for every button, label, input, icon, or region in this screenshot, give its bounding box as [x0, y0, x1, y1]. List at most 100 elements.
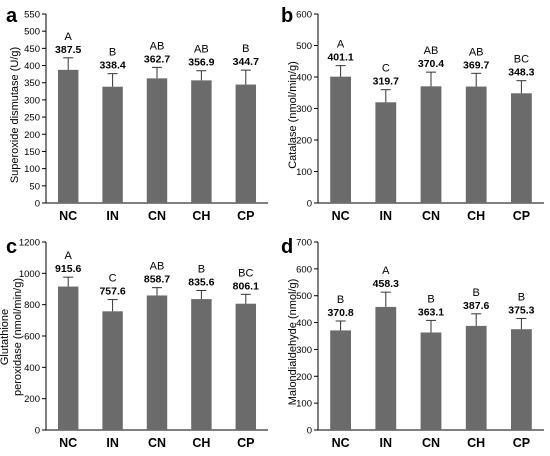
bar-a-CP — [235, 84, 257, 203]
significance-label-d-CP: B — [518, 291, 525, 303]
x-tick-label-a-CH: CH — [192, 209, 210, 223]
x-tick-label-d-IN: IN — [380, 436, 393, 450]
plot-area-c: 0 200 400 600 800 1000 1200 915.6A NC 757.6C IN 858… — [19, 238, 268, 450]
x-tick-label-c-CN: CN — [148, 436, 166, 450]
x-tick-label-a-NC: NC — [59, 209, 77, 223]
significance-label-b-CP: BC — [514, 54, 529, 66]
x-tick-label-c-NC: NC — [59, 436, 77, 450]
y-tick-label-b-1: 100 — [296, 167, 312, 178]
y-tick-label-a-0: 0 — [35, 199, 40, 210]
value-label-b-IN: 319.7 — [373, 76, 399, 88]
significance-label-c-NC: A — [65, 250, 73, 262]
plot-area-a: 0 50 100 150 200 250 300 350 400 450 500 550 387.5A N… — [24, 10, 268, 223]
bar-c-CH — [191, 299, 212, 430]
y-tick-label-c-6: 1200 — [19, 238, 40, 249]
x-tick-label-b-NC: NC — [332, 209, 350, 223]
significance-label-d-CN: B — [427, 293, 434, 305]
bar-a-CN — [146, 78, 168, 203]
y-axis-label-c-line1: Glutathione — [0, 309, 11, 365]
significance-label-b-NC: A — [337, 39, 345, 51]
value-label-d-CP: 375.3 — [508, 304, 534, 316]
value-label-b-CN: 370.4 — [418, 58, 444, 70]
y-tick-label-a-10: 500 — [24, 27, 40, 38]
y-axis-label-a: Superoxide dismutase (U/g) — [9, 47, 21, 183]
significance-label-a-NC: A — [65, 31, 73, 43]
y-tick-label-d-4: 400 — [296, 318, 312, 329]
y-tick-label-a-11: 550 — [24, 10, 40, 21]
significance-label-b-IN: C — [382, 63, 390, 75]
value-label-c-CN: 858.7 — [144, 274, 170, 286]
y-tick-label-d-5: 500 — [296, 291, 312, 302]
x-tick-label-d-CN: CN — [422, 436, 440, 450]
bar-b-NC — [330, 76, 351, 203]
bar-d-CH — [465, 325, 487, 430]
significance-label-c-CH: B — [198, 263, 205, 275]
significance-label-b-CH: AB — [469, 46, 484, 58]
bar-a-NC — [57, 69, 79, 203]
y-tick-label-c-3: 600 — [24, 332, 40, 343]
significance-label-c-CN: AB — [150, 261, 165, 273]
value-label-a-NC: 387.5 — [55, 44, 81, 56]
value-label-d-NC: 370.8 — [327, 307, 353, 319]
value-label-d-CN: 363.1 — [418, 306, 444, 318]
x-tick-label-c-CP: CP — [237, 436, 254, 450]
panel-d: d Malondialdehyde (nmol/g) 0 100 200 300 400… — [281, 236, 544, 450]
bar-c-NC — [57, 286, 79, 430]
bar-b-CN — [420, 86, 442, 203]
y-tick-label-d-3: 300 — [296, 345, 312, 356]
panel-a: a Superoxide dismutase (U/g) 0 50 100 150 20… — [6, 5, 268, 223]
y-tick-label-a-3: 150 — [24, 147, 40, 158]
x-tick-label-a-CN: CN — [148, 209, 166, 223]
value-label-a-IN: 338.4 — [99, 60, 125, 72]
y-tick-label-a-8: 400 — [24, 61, 40, 72]
x-tick-label-d-CP: CP — [513, 436, 530, 450]
panel-letter-d: d — [281, 236, 293, 258]
value-label-a-CH: 356.9 — [188, 57, 214, 69]
y-tick-label-b-5: 500 — [296, 41, 312, 52]
y-tick-label-a-7: 350 — [24, 78, 40, 89]
x-tick-label-b-CP: CP — [513, 209, 530, 223]
bar-d-CN — [420, 332, 442, 430]
significance-label-a-IN: B — [109, 47, 116, 59]
significance-label-d-IN: A — [382, 265, 390, 277]
y-tick-label-b-6: 600 — [296, 10, 312, 21]
value-label-a-CN: 362.7 — [144, 53, 170, 65]
value-label-d-CH: 387.6 — [463, 300, 489, 312]
value-label-c-CP: 806.1 — [233, 280, 259, 292]
y-tick-label-a-4: 200 — [24, 130, 40, 141]
y-tick-label-b-3: 300 — [296, 104, 312, 115]
significance-label-c-IN: C — [109, 273, 117, 285]
bar-c-IN — [102, 311, 123, 430]
y-tick-label-c-0: 0 — [35, 426, 40, 437]
y-tick-label-a-2: 100 — [24, 164, 40, 175]
value-label-a-CP: 344.7 — [233, 56, 259, 68]
y-tick-label-c-4: 800 — [24, 300, 40, 311]
significance-label-d-NC: B — [337, 294, 344, 306]
y-axis-label-b: Catalase (nmol/min/g) — [287, 61, 299, 169]
y-tick-label-a-6: 300 — [24, 95, 40, 106]
y-tick-label-b-4: 400 — [296, 73, 312, 84]
panel-letter-a: a — [6, 5, 18, 27]
panel-letter-c: c — [6, 236, 17, 258]
y-tick-label-d-2: 200 — [296, 372, 312, 383]
panel-c: c Glutathione peroxidase (nmol/min/g) 0 2… — [0, 236, 268, 450]
y-tick-label-b-2: 200 — [296, 136, 312, 147]
bar-d-NC — [330, 330, 351, 430]
bar-b-CP — [511, 93, 532, 203]
significance-label-d-CH: B — [473, 287, 480, 299]
bar-d-IN — [375, 306, 397, 430]
panel-b: b Catalase (nmol/min/g) 0 100 200 300 400 500… — [281, 5, 544, 223]
x-tick-label-b-IN: IN — [380, 209, 393, 223]
bar-b-IN — [375, 102, 397, 203]
y-tick-label-d-6: 600 — [296, 264, 312, 275]
bar-b-CH — [465, 86, 487, 203]
y-tick-label-c-2: 400 — [24, 363, 40, 374]
x-tick-label-a-IN: IN — [106, 209, 119, 223]
significance-label-a-CP: B — [242, 43, 249, 55]
y-tick-label-d-1: 100 — [296, 399, 312, 410]
value-label-c-CH: 835.6 — [188, 276, 214, 288]
y-tick-label-a-9: 450 — [24, 44, 40, 55]
x-tick-label-c-CH: CH — [192, 436, 210, 450]
y-tick-label-a-5: 250 — [24, 113, 40, 124]
